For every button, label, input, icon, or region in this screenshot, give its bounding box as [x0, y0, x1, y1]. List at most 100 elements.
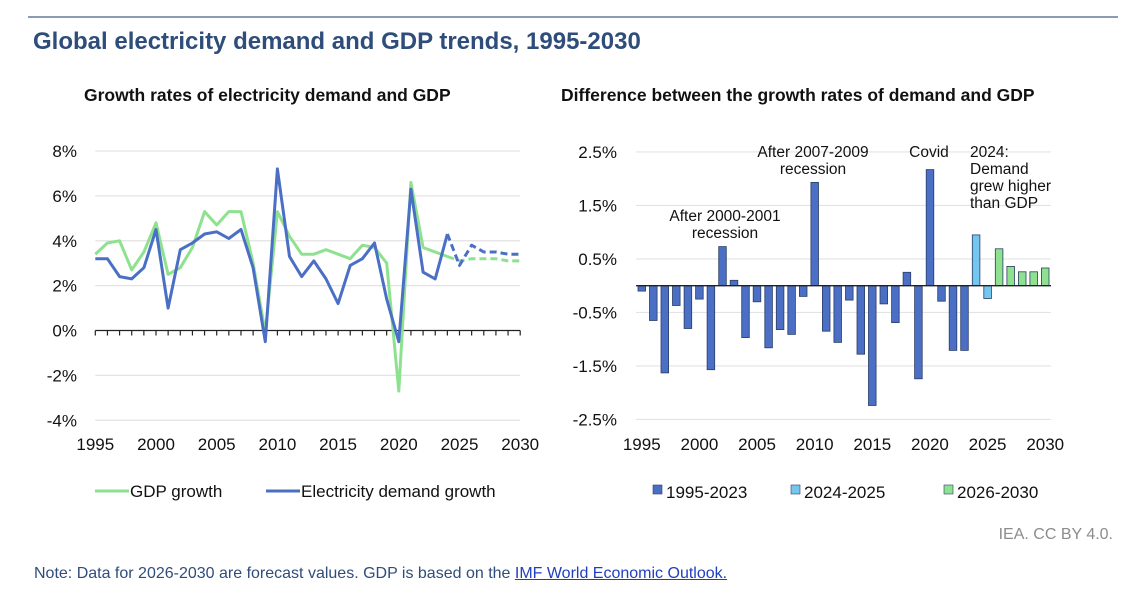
y-tick-label: 2%: [52, 277, 77, 296]
annotation-line: grew higher: [970, 178, 1051, 195]
imf-weo-link[interactable]: IMF World Economic Outlook.: [514, 565, 728, 582]
bar-2003: [729, 279, 739, 287]
x-tick-label: 2015: [319, 435, 357, 454]
bar-2009: [799, 285, 808, 297]
x-tick-label: 2025: [969, 435, 1007, 454]
x-tick-label: 1995: [623, 435, 661, 454]
annotation-line: After 2007-2009: [757, 144, 868, 161]
bar-2026: [994, 248, 1004, 287]
x-tick-label: 2030: [501, 435, 539, 454]
annotation-line: than GDP: [970, 195, 1038, 212]
annotation-2002: After 2000-2001 recession: [669, 208, 780, 242]
electricity-demand-line: [95, 167, 449, 344]
annotation-2020: Covid: [909, 144, 949, 161]
y-tick-label: -0.5%: [573, 303, 617, 322]
y-tick-label: 2.5%: [578, 143, 617, 162]
annotation-line: recession: [780, 161, 846, 178]
annotation-line: 2024:: [970, 144, 1009, 161]
title-rule: [28, 16, 1118, 18]
x-tick-label: 2015: [853, 435, 891, 454]
bar-2025: [983, 285, 992, 299]
x-tick-label: 2010: [796, 435, 834, 454]
annotation-2010: After 2007-2009 recession: [757, 144, 868, 178]
bar-1997: [660, 285, 669, 374]
bar-2008: [787, 285, 796, 335]
bar-2011: [822, 285, 831, 332]
bar-2016: [879, 285, 888, 305]
legend-label-2026-2030: 2026-2030: [957, 483, 1038, 502]
bar-2024: [971, 234, 981, 287]
x-tick-label: 2020: [911, 435, 949, 454]
x-tick-label: 2025: [441, 435, 479, 454]
bar-1996: [649, 285, 658, 321]
bar-2002: [718, 246, 727, 287]
x-tick-label: 2005: [198, 435, 236, 454]
page-title: Global electricity demand and GDP trends…: [33, 28, 641, 55]
y-tick-label: 8%: [52, 142, 77, 161]
x-tick-label: 2005: [738, 435, 776, 454]
bar-chart-growth-difference: -2.5% -1.5% -0.5% 0.5% 1.5% 2.5% 1995 2000 2005 2…: [573, 143, 1065, 502]
bar-2030: [1041, 267, 1050, 287]
annotation-line: recession: [692, 225, 758, 242]
x-tick-label: 2030: [1026, 435, 1064, 454]
legend-gdp-growth-label: GDP growth: [130, 482, 222, 501]
y-tick-label: 4%: [52, 232, 77, 251]
bar-1999: [683, 285, 693, 329]
legend-label-1995-2023: 1995-2023: [666, 483, 747, 502]
bar-2017: [891, 285, 900, 324]
legend-swatch-2024-2025: [790, 484, 801, 495]
bar-2022: [948, 285, 958, 351]
left-chart-title: Growth rates of electricity demand and G…: [84, 85, 451, 105]
credit-text: IEA. CC BY 4.0.: [998, 526, 1113, 543]
right-chart-title: Difference between the growth rates of d…: [561, 85, 1035, 105]
bar-2029: [1029, 271, 1038, 287]
bar-2012: [833, 285, 842, 343]
legend-swatch-2026-2030: [943, 484, 954, 495]
bar-2019: [914, 285, 923, 380]
x-tick-label: 1995: [76, 435, 114, 454]
footnote: Note: Data for 2026-2030 are forecast va…: [34, 565, 727, 583]
bar-2023: [960, 285, 969, 351]
x-tick-label: 2010: [258, 435, 296, 454]
bar-2000: [695, 285, 704, 300]
y-tick-label: 0%: [52, 322, 77, 341]
y-tick-label: -4%: [47, 411, 77, 430]
bar-1998: [672, 285, 681, 306]
footnote-text: Note: Data for 2026-2030 are forecast va…: [34, 565, 515, 582]
bar-2028: [1018, 271, 1027, 287]
annotation-line: After 2000-2001: [669, 208, 780, 225]
bar-2020: [925, 169, 935, 287]
y-tick-label: 0.5%: [578, 250, 617, 269]
legend-electricity-demand-label: Electricity demand growth: [301, 482, 496, 501]
annotation-2024: 2024: Demand grew higher than GDP: [970, 144, 1051, 212]
bar-2015: [868, 285, 877, 406]
gdp-growth-forecast-line: [446, 255, 521, 263]
x-tick-label: 2000: [680, 435, 718, 454]
bar-2021: [937, 285, 946, 302]
y-tick-label: -1.5%: [573, 357, 617, 376]
legend-swatch-1995-2023: [652, 484, 663, 495]
bar-2014: [856, 285, 865, 355]
legend-label-2024-2025: 2024-2025: [804, 483, 885, 502]
bar-2010: [810, 181, 819, 287]
bar-1995: [637, 285, 646, 292]
electricity-demand-forecast-line: [446, 233, 521, 267]
y-tick-label: -2.5%: [573, 410, 617, 429]
bar-2006: [764, 285, 773, 349]
y-tick-label: -2%: [47, 366, 77, 385]
gdp-growth-line: [94, 180, 448, 393]
bar-2005: [752, 285, 762, 303]
bar-2004: [741, 285, 750, 339]
y-tick-label: 6%: [52, 187, 77, 206]
line-chart-growth-rates: -4% -2% 0% 2% 4% 6% 8% 1995 2000 2005 2010 2015 2020…: [47, 142, 539, 501]
y-tick-label: 1.5%: [578, 196, 617, 215]
bar-2001: [706, 285, 716, 371]
bar-2013: [845, 285, 854, 301]
annotation-line: Covid: [909, 144, 949, 161]
bar-2027: [1006, 265, 1015, 287]
x-tick-label: 2020: [380, 435, 418, 454]
bar-2007: [775, 285, 785, 331]
bar-2018: [902, 271, 912, 287]
x-tick-label: 2000: [137, 435, 175, 454]
